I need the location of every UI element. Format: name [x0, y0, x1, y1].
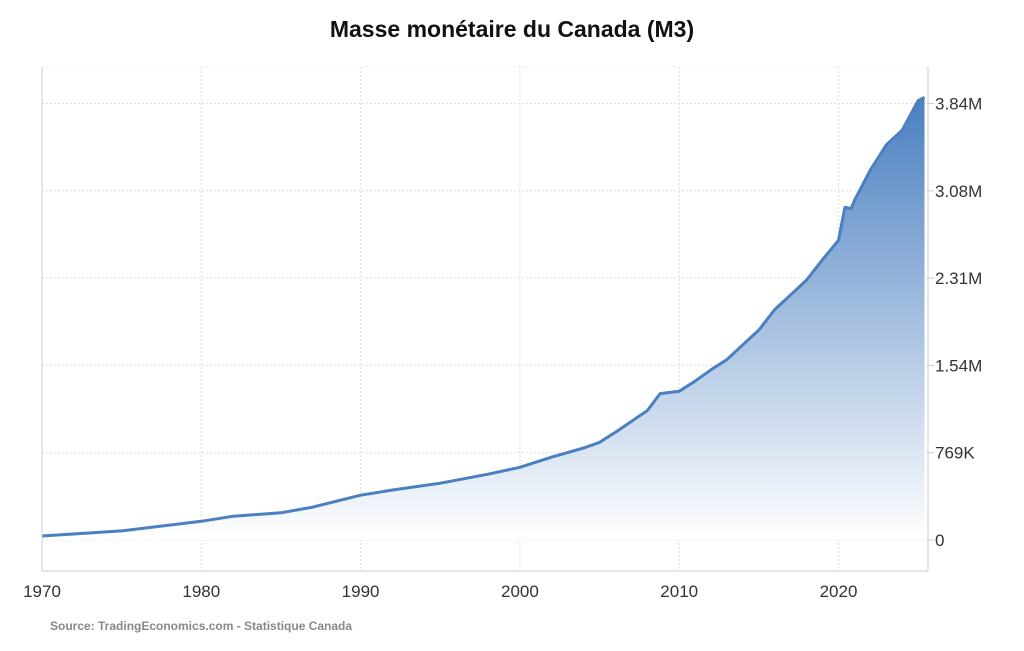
x-tick-label: 2000	[501, 582, 539, 601]
x-tick-label: 1980	[182, 582, 220, 601]
chart-title: Masse monétaire du Canada (M3)	[329, 16, 695, 42]
x-tick-label: 2020	[820, 582, 858, 601]
y-tick-label: 1.54M	[935, 356, 982, 375]
x-tick-label: 1990	[342, 582, 380, 601]
source-note: Source: TradingEconomics.com - Statistiq…	[50, 619, 353, 633]
y-tick-label: 3.08M	[935, 182, 982, 201]
x-tick-label: 2010	[660, 582, 698, 601]
y-tick-label: 769K	[935, 444, 975, 463]
y-tick-label: 2.31M	[935, 269, 982, 288]
area-fill	[42, 97, 925, 541]
y-tick-label: 3.84M	[935, 95, 982, 114]
y-tick-label: 0	[935, 531, 944, 550]
series-line	[41, 95, 926, 538]
x-tick-label: 1970	[23, 582, 61, 601]
